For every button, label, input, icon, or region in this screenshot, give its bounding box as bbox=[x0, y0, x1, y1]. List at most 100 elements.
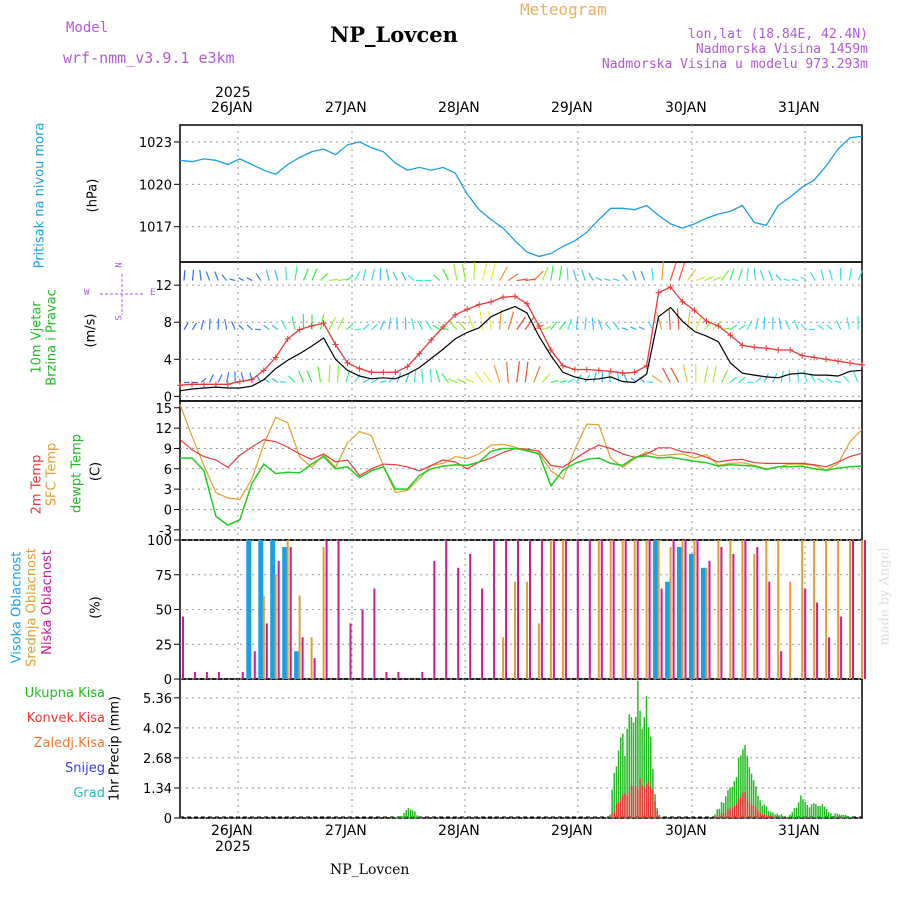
wind-arrow bbox=[421, 368, 424, 383]
wind-arrow bbox=[737, 268, 743, 281]
wind-arrow bbox=[417, 320, 424, 330]
wind-arrow bbox=[280, 319, 287, 330]
conv-precip-bar bbox=[731, 807, 733, 818]
wind-arrow bbox=[379, 320, 385, 330]
wind-arrow bbox=[199, 269, 202, 281]
pressure-tick-label: 1023 bbox=[139, 136, 172, 151]
conv-precip-bar bbox=[748, 801, 751, 818]
low-cloud-bar bbox=[816, 602, 819, 679]
cloud-tick-label: 100 bbox=[147, 534, 172, 549]
wind-arrow bbox=[371, 268, 375, 281]
wind-arrow bbox=[575, 317, 579, 330]
wind-arrow bbox=[778, 317, 782, 330]
total-precip-bar bbox=[845, 815, 847, 818]
low-cloud-bar bbox=[505, 540, 508, 679]
low-cloud-bar bbox=[217, 672, 220, 679]
wind-arrow bbox=[371, 323, 378, 331]
wind-arrow bbox=[474, 371, 484, 383]
wind-arrow bbox=[820, 269, 825, 281]
conv-precip-bar bbox=[656, 810, 658, 818]
conv-precip-bar bbox=[770, 816, 772, 818]
mid-cloud-bar bbox=[633, 540, 636, 679]
gust-marker bbox=[452, 311, 459, 318]
total-precip-bar bbox=[611, 789, 613, 818]
wind-arrow bbox=[401, 271, 407, 281]
wind-arrow bbox=[311, 268, 318, 281]
low-cloud-bar bbox=[756, 547, 759, 679]
conv-precip-bar bbox=[660, 817, 663, 818]
gust-marker bbox=[775, 347, 782, 354]
wind-arrow bbox=[550, 320, 558, 331]
wind-arrow bbox=[246, 324, 253, 331]
low-cloud-bar bbox=[732, 553, 735, 679]
mid-cloud-bar bbox=[765, 540, 768, 679]
wind-arrow bbox=[646, 381, 654, 384]
mid-cloud-bar bbox=[789, 581, 792, 679]
conv-precip-bar bbox=[718, 815, 721, 818]
total-precip-bar bbox=[787, 816, 789, 818]
gust-marker bbox=[691, 307, 698, 314]
wind-arrow bbox=[784, 319, 791, 330]
total-precip-bar bbox=[740, 755, 742, 818]
wind-arrow bbox=[388, 375, 395, 383]
mid-cloud-bar bbox=[537, 623, 540, 679]
wind-arrow bbox=[541, 373, 551, 383]
low-cloud-bar bbox=[493, 540, 496, 679]
precip-tick-label: 2.68 bbox=[143, 752, 172, 767]
bottom-day-label: 26JAN bbox=[211, 823, 253, 839]
wind-arrow bbox=[320, 272, 329, 281]
wind-arrow bbox=[746, 267, 749, 281]
precip-tick-label: 5.36 bbox=[143, 692, 172, 707]
wind-arrow bbox=[783, 278, 790, 282]
mid-cloud-bar bbox=[861, 540, 863, 679]
wind-arrow bbox=[738, 324, 746, 331]
low-cloud-bar bbox=[576, 540, 579, 679]
sfc-temp-line bbox=[179, 404, 863, 500]
gust-marker bbox=[212, 381, 219, 388]
top-day-label: 28JAN bbox=[438, 100, 480, 116]
conv-precip-bar bbox=[725, 811, 727, 818]
low-cloud-bar bbox=[636, 540, 639, 679]
conv-precip-bar bbox=[635, 786, 637, 818]
total-precip-bar bbox=[782, 816, 785, 818]
model-name: wrf-nmm_v3.9.1 e3km bbox=[63, 49, 235, 67]
total-precip-bar bbox=[731, 786, 733, 818]
total-precip-bar bbox=[615, 766, 618, 818]
total-precip-bar bbox=[647, 727, 650, 818]
wind-arrow bbox=[661, 260, 665, 281]
total-precip-bar bbox=[798, 802, 800, 818]
total-precip-bar bbox=[748, 767, 751, 818]
wind-tick-label: 4 bbox=[164, 353, 172, 368]
gust-marker bbox=[811, 354, 818, 361]
wind-arrow bbox=[328, 317, 336, 330]
gust-marker bbox=[404, 363, 411, 370]
mid-cloud-bar bbox=[609, 540, 612, 679]
gust-marker bbox=[260, 367, 267, 374]
gust-marker bbox=[703, 318, 710, 325]
gust-marker bbox=[272, 354, 279, 361]
wind-arrow bbox=[768, 270, 774, 281]
wind-arrow bbox=[651, 375, 663, 383]
wind-arrow bbox=[558, 320, 567, 331]
conv-precip-bar bbox=[733, 805, 736, 818]
wind-arrow bbox=[285, 266, 287, 281]
conv-precip-bar bbox=[720, 812, 723, 818]
conv-precip-bar bbox=[740, 796, 742, 818]
low-cloud-bar bbox=[660, 588, 663, 679]
conv-precip-bar bbox=[654, 801, 656, 818]
total-precip-bar bbox=[810, 804, 813, 818]
wind-arrow bbox=[221, 274, 228, 281]
total-precip-bar bbox=[403, 812, 405, 818]
total-precip-bar bbox=[418, 816, 420, 818]
low-cloud-bar bbox=[552, 540, 555, 679]
low-cloud-bar bbox=[457, 567, 460, 679]
wind-arrow bbox=[274, 269, 279, 281]
total-precip-bar bbox=[722, 803, 725, 818]
total-precip-bar bbox=[776, 813, 778, 818]
conv-precip-bar bbox=[727, 809, 729, 818]
gust-marker bbox=[440, 323, 447, 330]
low-cloud-bar bbox=[529, 540, 531, 679]
total-precip-bar bbox=[836, 813, 839, 818]
wind-arrow bbox=[828, 269, 833, 281]
low-cloud-bar bbox=[182, 616, 184, 679]
